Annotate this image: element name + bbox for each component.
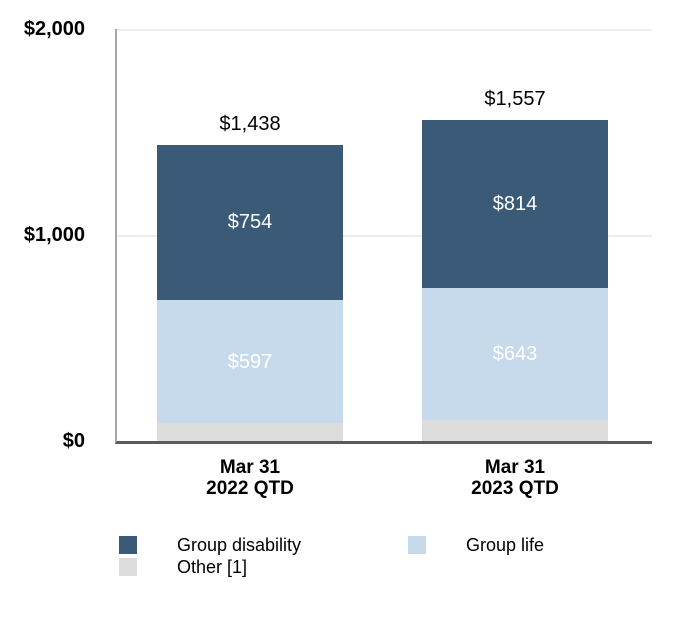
bar-group-mar-31-2023-qtd: $1,557 $814 $643 (422, 88, 608, 441)
segment-group-life: $597 (157, 300, 343, 424)
legend-item-group-life: Group life (408, 536, 544, 554)
plot-area: $1,438 $754 $597 $1,557 $814 $643 (115, 29, 652, 444)
bar-group-mar-31-2022-qtd: $1,438 $754 $597 (157, 113, 343, 441)
gridline-1000 (117, 235, 652, 237)
legend-item-group-disability: Group disability (119, 536, 408, 554)
y-tick-label: $0 (62, 430, 85, 452)
legend-swatch-icon (119, 558, 137, 576)
segment-value-label: $643 (492, 343, 538, 366)
y-tick-label: $2,000 (23, 18, 85, 40)
x-axis-label-line: 2022 QTD (206, 478, 294, 499)
legend-label: Other [1] (177, 557, 248, 577)
segment-group-disability: $754 (157, 144, 343, 301)
x-axis-label-line: Mar 31 (484, 457, 546, 478)
y-tick-label: $1,000 (23, 224, 85, 246)
segment-value-label: $814 (492, 193, 538, 216)
legend: Group disability Group life Other [1] (119, 536, 544, 576)
bar-total-label: $1,438 (219, 112, 281, 135)
legend-swatch-icon (408, 536, 426, 554)
legend-swatch-icon (119, 536, 137, 554)
gridline-2000 (117, 29, 652, 31)
bar-total-label: $1,557 (484, 88, 546, 111)
segment-value-label: $754 (227, 211, 273, 234)
x-axis-label-line: Mar 31 (219, 457, 281, 478)
segment-group-life: $643 (422, 287, 608, 421)
x-axis-label-line: 2023 QTD (471, 478, 559, 499)
x-axis-label-mar-31-2023-qtd: Mar 31 2023 QTD (422, 457, 608, 499)
segment-other-1 (422, 420, 608, 441)
segment-group-disability: $814 (422, 120, 608, 288)
legend-label: Group life (466, 535, 545, 555)
segment-value-label: $597 (227, 350, 273, 373)
segment-other-1 (157, 423, 343, 441)
legend-item-other-1: Other [1] (119, 558, 408, 576)
legend-label: Group disability (177, 535, 302, 555)
x-axis-label-mar-31-2022-qtd: Mar 31 2022 QTD (157, 457, 343, 499)
